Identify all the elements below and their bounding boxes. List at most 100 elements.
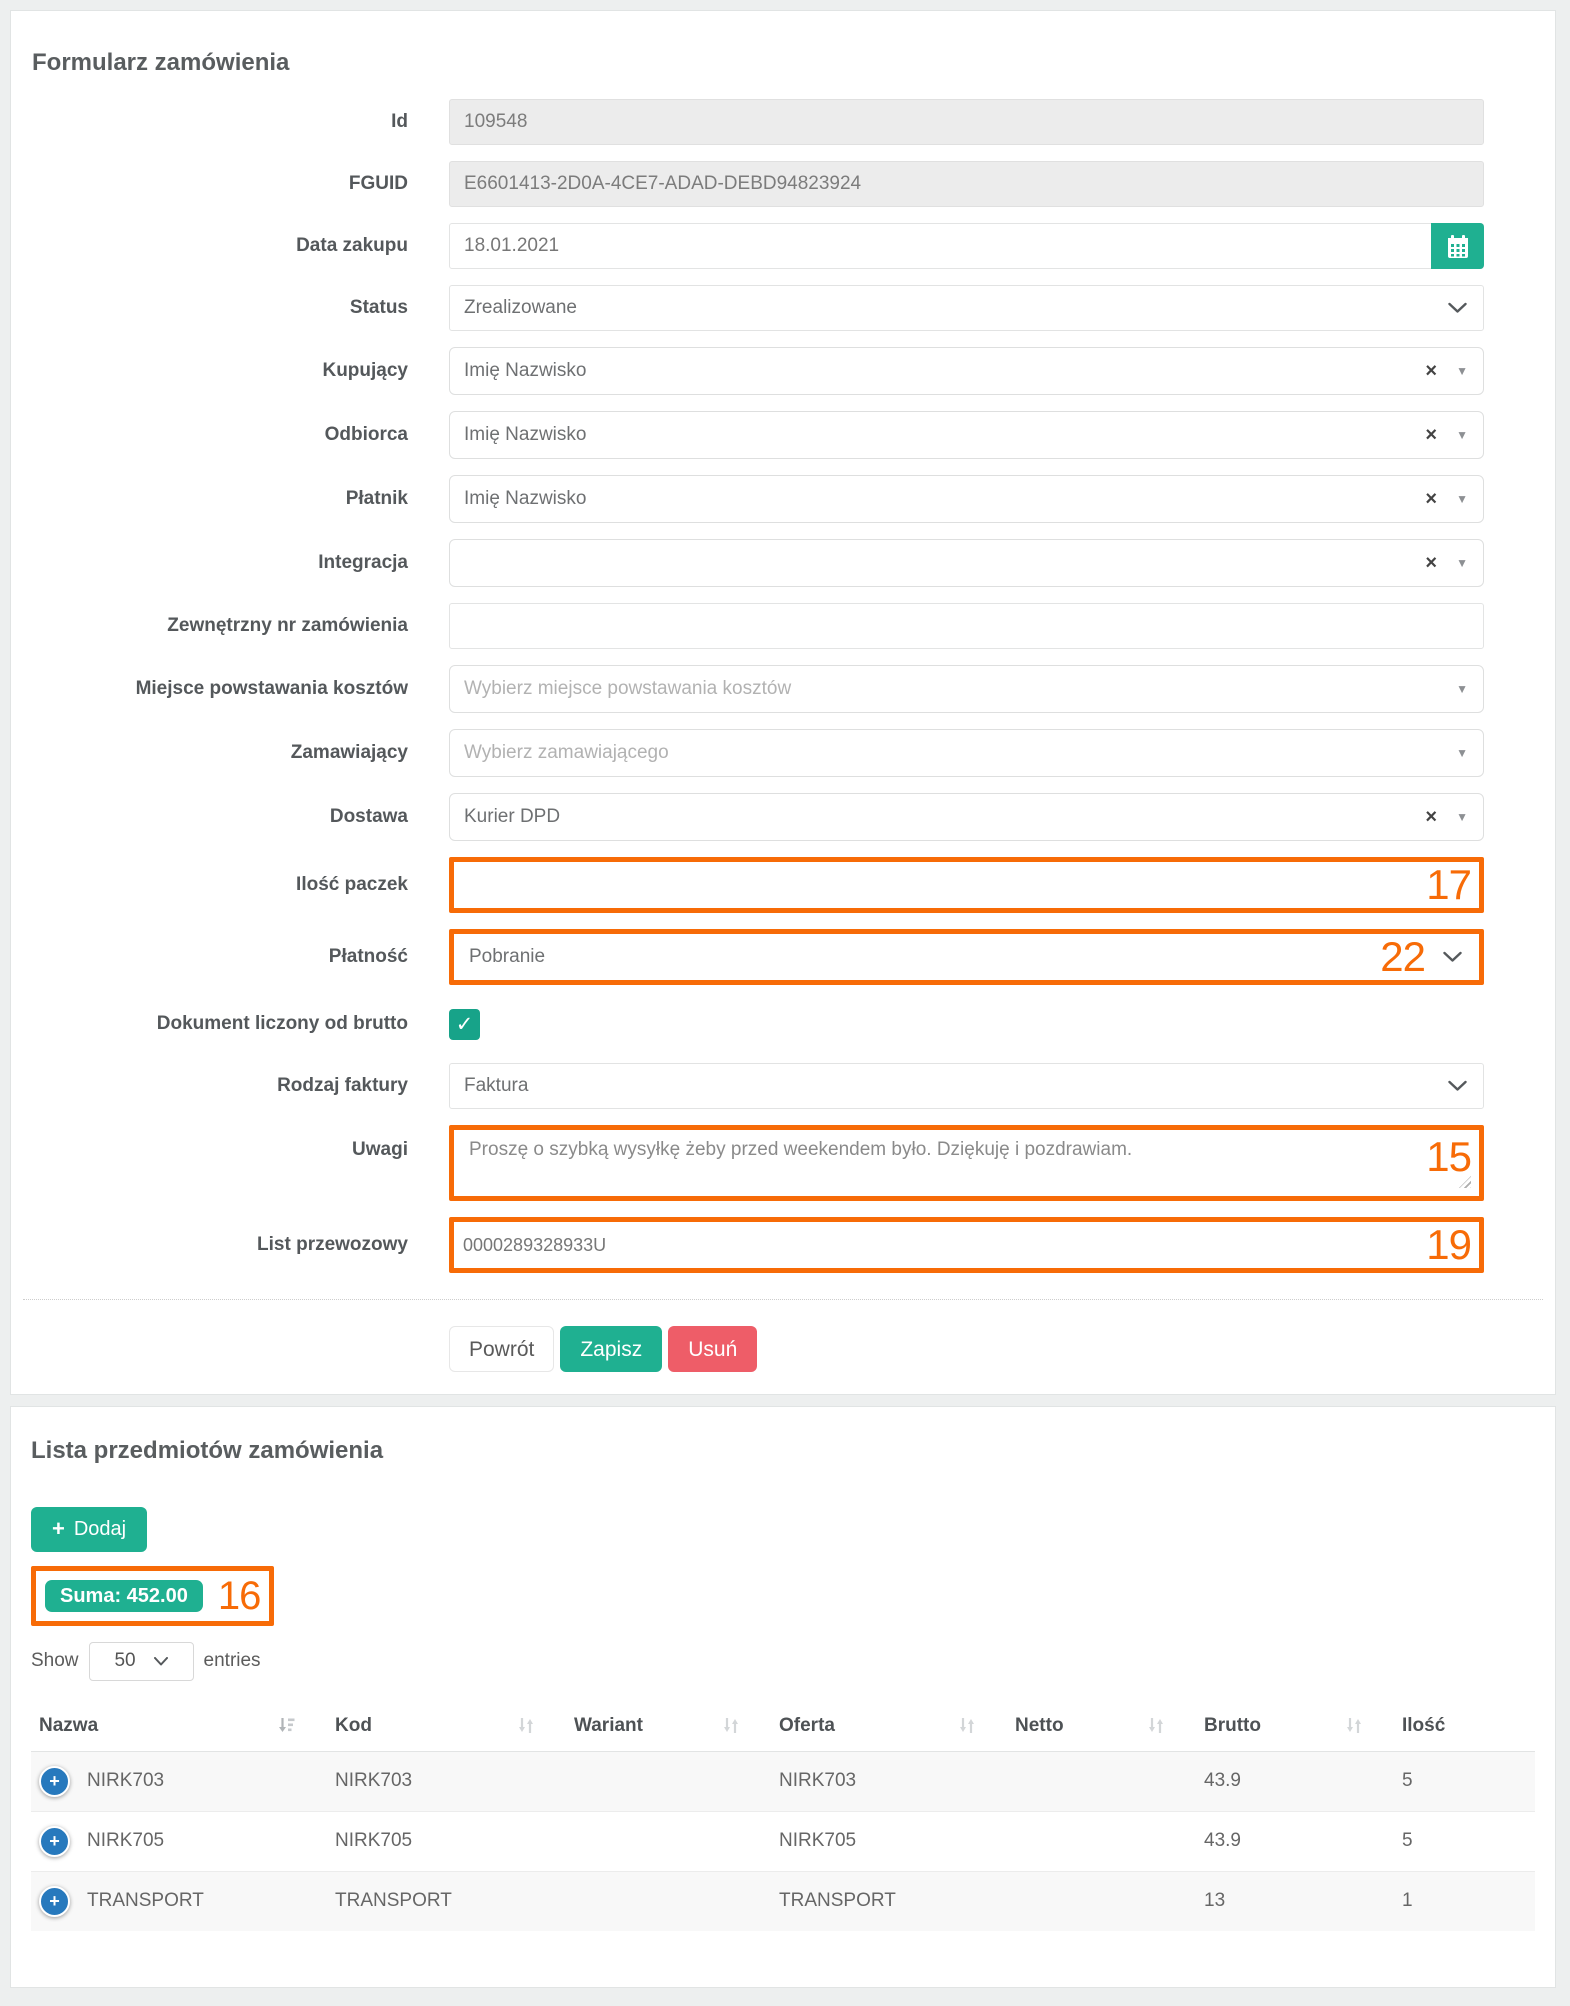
invoice-type-label: Rodzaj faktury xyxy=(277,1075,408,1096)
item-qty: 5 xyxy=(1394,1750,1535,1812)
purchase-date-field[interactable] xyxy=(449,223,1484,269)
orderer-placeholder: Wybierz zamawiającego xyxy=(464,742,669,763)
item-net xyxy=(1007,1810,1196,1872)
page-size-row: Show 50 entries xyxy=(31,1641,1535,1681)
items-title: Lista przedmiotów zamówienia xyxy=(31,1437,384,1464)
delete-button[interactable]: Usuń xyxy=(668,1326,758,1372)
expand-row-icon[interactable]: + xyxy=(39,1825,70,1857)
external-order-no-field[interactable] xyxy=(449,603,1484,649)
buyer-select[interactable]: Imię Nazwisko × ▼ xyxy=(449,347,1484,395)
items-table-header: Nazwa xyxy=(31,1700,1535,1752)
calendar-button[interactable] xyxy=(1431,223,1484,269)
expand-row-icon[interactable]: + xyxy=(39,1885,70,1917)
external-order-no-label: Zewnętrzny nr zamówienia xyxy=(167,615,408,636)
field-row-id: Id xyxy=(11,99,1555,145)
annotation-number-16: 16 xyxy=(217,1573,261,1618)
caret-down-icon[interactable]: ▼ xyxy=(1456,746,1468,760)
field-row-integration: Integracja × ▼ xyxy=(11,539,1555,587)
field-row-payer: Płatnik Imię Nazwisko × ▼ xyxy=(11,475,1555,523)
clear-icon[interactable]: × xyxy=(1425,488,1437,510)
notes-textarea[interactable]: Proszę o szybką wysyłkę żeby przed weeke… xyxy=(455,1131,1478,1195)
page-size-select[interactable]: 50 xyxy=(88,1641,194,1681)
caret-down-icon[interactable]: ▼ xyxy=(1456,682,1468,696)
caret-down-icon[interactable]: ▼ xyxy=(1456,556,1468,570)
payment-value: Pobranie xyxy=(469,946,546,967)
table-row: + NIRK703 NIRK703 NIRK703 43.9 5 xyxy=(31,1750,1535,1812)
clear-icon[interactable]: × xyxy=(1425,806,1437,828)
item-variant xyxy=(566,1870,771,1931)
field-row-package-count: Ilość paczek 17 xyxy=(11,857,1555,913)
order-items-panel: Lista przedmiotów zamówienia + Dodaj Sum… xyxy=(10,1406,1556,1988)
clear-icon[interactable]: × xyxy=(1425,552,1437,574)
id-label: Id xyxy=(391,111,408,132)
column-header-nazwa[interactable]: Nazwa xyxy=(31,1700,327,1752)
waybill-label: List przewozowy xyxy=(257,1234,408,1255)
entries-label: entries xyxy=(203,1650,261,1672)
expand-row-icon[interactable]: + xyxy=(39,1765,70,1797)
item-variant xyxy=(566,1750,771,1812)
orderer-select[interactable]: Wybierz zamawiającego ▼ xyxy=(449,729,1484,777)
item-offer: NIRK705 xyxy=(771,1810,1007,1872)
cost-center-label: Miejsce powstawania kosztów xyxy=(135,678,408,699)
field-row-status: Status Zrealizowane xyxy=(11,285,1555,331)
column-header-brutto[interactable]: Brutto xyxy=(1196,1700,1394,1752)
caret-down-icon[interactable]: ▼ xyxy=(1456,364,1468,378)
chevron-down-icon xyxy=(1448,1080,1467,1092)
annotation-number-17: 17 xyxy=(1426,861,1472,908)
show-label: Show xyxy=(31,1650,79,1672)
annotation-box-17: 17 xyxy=(449,857,1484,913)
page-size-value: 50 xyxy=(114,1650,136,1672)
annotation-number-15: 15 xyxy=(1426,1133,1472,1180)
payer-value: Imię Nazwisko xyxy=(464,488,587,509)
recipient-value: Imię Nazwisko xyxy=(464,424,587,445)
recipient-select[interactable]: Imię Nazwisko × ▼ xyxy=(449,411,1484,459)
delivery-select[interactable]: Kurier DPD × ▼ xyxy=(449,793,1484,841)
field-row-invoice-type: Rodzaj faktury Faktura xyxy=(11,1063,1555,1109)
package-count-field[interactable] xyxy=(455,863,1478,907)
delivery-label: Dostawa xyxy=(329,806,408,827)
gross-document-label: Dokument liczony od brutto xyxy=(156,1013,408,1034)
form-title: Formularz zamówienia xyxy=(32,49,290,77)
status-select[interactable]: Zrealizowane xyxy=(449,285,1484,331)
add-item-button[interactable]: + Dodaj xyxy=(31,1506,148,1552)
package-count-label: Ilość paczek xyxy=(296,874,408,895)
item-code: TRANSPORT xyxy=(327,1870,566,1931)
checkmark-icon: ✓ xyxy=(455,1012,474,1036)
status-label: Status xyxy=(349,297,408,318)
column-header-kod[interactable]: Kod xyxy=(327,1700,566,1752)
table-row: + TRANSPORT TRANSPORT TRANSPORT 13 1 xyxy=(31,1870,1535,1931)
status-value: Zrealizowane xyxy=(464,297,577,318)
buyer-value: Imię Nazwisko xyxy=(464,360,587,381)
caret-down-icon[interactable]: ▼ xyxy=(1456,428,1468,442)
integration-label: Integracja xyxy=(318,552,408,573)
form-buttons: Powrót Zapisz Usuń xyxy=(449,1326,1555,1372)
annotation-number-22: 22 xyxy=(1380,933,1426,980)
notes-label: Uwagi xyxy=(352,1139,408,1160)
sort-both-icon xyxy=(723,1717,739,1734)
payment-select[interactable]: Pobranie xyxy=(455,935,1478,979)
column-header-ilosc[interactable]: Ilość xyxy=(1394,1700,1535,1752)
save-button[interactable]: Zapisz xyxy=(560,1326,663,1372)
invoice-type-select[interactable]: Faktura xyxy=(449,1063,1484,1109)
integration-select[interactable]: × ▼ xyxy=(449,539,1484,587)
payer-select[interactable]: Imię Nazwisko × ▼ xyxy=(449,475,1484,523)
sort-both-icon xyxy=(518,1717,534,1734)
fguid-field xyxy=(449,161,1484,207)
caret-down-icon[interactable]: ▼ xyxy=(1456,492,1468,506)
back-button[interactable]: Powrót xyxy=(449,1326,555,1372)
column-header-netto[interactable]: Netto xyxy=(1007,1700,1196,1752)
clear-icon[interactable]: × xyxy=(1425,424,1437,446)
item-name: NIRK705 xyxy=(87,1830,165,1852)
cost-center-select[interactable]: Wybierz miejsce powstawania kosztów ▼ xyxy=(449,665,1484,713)
sum-badge: Suma: 452.00 xyxy=(45,1579,203,1612)
column-header-wariant[interactable]: Wariant xyxy=(566,1700,771,1752)
gross-document-checkbox[interactable]: ✓ xyxy=(449,1008,480,1040)
clear-icon[interactable]: × xyxy=(1425,360,1437,382)
column-header-oferta[interactable]: Oferta xyxy=(771,1700,1007,1752)
item-offer: TRANSPORT xyxy=(771,1870,1007,1931)
caret-down-icon[interactable]: ▼ xyxy=(1456,810,1468,824)
plus-icon: + xyxy=(52,1516,65,1542)
annotation-box-22: Pobranie 22 xyxy=(449,929,1484,985)
add-item-label: Dodaj xyxy=(73,1517,127,1540)
waybill-field[interactable] xyxy=(455,1223,1478,1267)
